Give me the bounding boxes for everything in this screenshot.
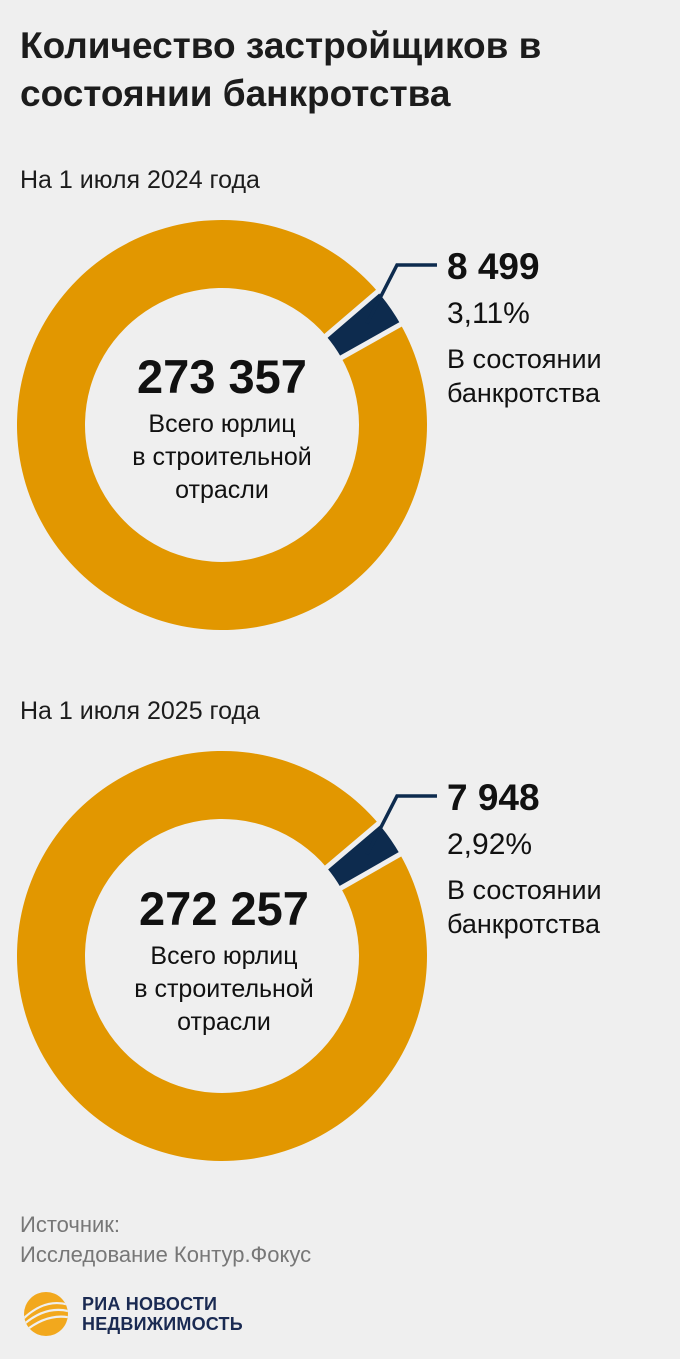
logo-text: РИА НОВОСТИ НЕДВИЖИМОСТЬ (82, 1294, 243, 1334)
chart-2-subtitle: На 1 июля 2025 года (20, 697, 260, 725)
donut-slice-gap (321, 287, 383, 341)
chart-2-total-label-line: в строительной (134, 975, 314, 1003)
chart-1-total-label-line: в строительной (132, 443, 312, 471)
chart-1-center: 273 357 Всего юрлиц в строительной отрас… (92, 350, 352, 507)
logo-line-2: НЕДВИЖИМОСТЬ (82, 1314, 243, 1334)
callout-leader-line (365, 263, 437, 325)
chart-2-total: 272 257 (139, 882, 309, 935)
chart-1-total: 273 357 (137, 350, 307, 403)
chart-2-bankrupt-value: 7 948 (447, 777, 540, 818)
chart-2-center: 272 257 Всего юрлиц в строительной отрас… (94, 882, 354, 1039)
chart-2-total-label-line: Всего юрлиц (150, 942, 298, 970)
donut-slice-gap (336, 320, 406, 362)
chart-1-total-label-line: Всего юрлиц (148, 410, 296, 438)
donut-bankrupt-slice (326, 291, 401, 358)
chart-1-bankrupt-label-line: В состоянии (447, 344, 602, 374)
chart-2-bankrupt-percent: 2,92% (447, 828, 533, 861)
source-note: Источник: Исследование Контур.Фокус (20, 1210, 311, 1270)
chart-2-total-label: Всего юрлиц в строительной отрасли (94, 940, 354, 1039)
chart-2-total-label-line: отрасли (177, 1008, 271, 1036)
chart-1-bankrupt-label: В состоянии банкротства (447, 342, 677, 410)
donut-chart-2025 (16, 750, 437, 1161)
callout-leader-line (365, 794, 437, 856)
donut-chart-2024 (16, 219, 437, 631)
chart-1-bankrupt-label-line: банкротства (447, 378, 601, 408)
chart-1-bankrupt-value: 8 499 (447, 246, 540, 287)
chart-1-callout: 8 499 3,11% В состоянии банкротства (447, 246, 677, 410)
chart-title: Количество застройщиков в состоянии банк… (20, 25, 542, 114)
chart-1-bankrupt-percent: 3,11% (447, 297, 530, 330)
chart-1-subtitle: На 1 июля 2024 года (20, 166, 260, 194)
chart-2-bankrupt-label: В состоянии банкротства (447, 873, 677, 941)
chart-1-total-label: Всего юрлиц в строительной отрасли (92, 408, 352, 507)
chart-2-bankrupt-label-line: В состоянии (447, 875, 602, 905)
donut-bankrupt-slice (326, 823, 400, 889)
donut-rest-slice (16, 219, 427, 631)
donut-slice-gap (321, 819, 384, 872)
chart-2-bankrupt-label-line: банкротства (447, 909, 601, 939)
source-text: Исследование Контур.Фокус (20, 1242, 312, 1267)
donut-slice-gap (336, 850, 405, 893)
ria-sun-logo-icon (24, 1292, 68, 1336)
source-label: Источник: (20, 1212, 121, 1237)
ria-novosti-logo: РИА НОВОСТИ НЕДВИЖИМОСТЬ (20, 1290, 320, 1340)
chart-1-total-label-line: отрасли (175, 476, 269, 504)
chart-2-callout: 7 948 2,92% В состоянии банкротства (447, 777, 677, 941)
donut-rest-slice (16, 750, 427, 1161)
logo-line-1: РИА НОВОСТИ (82, 1294, 218, 1314)
